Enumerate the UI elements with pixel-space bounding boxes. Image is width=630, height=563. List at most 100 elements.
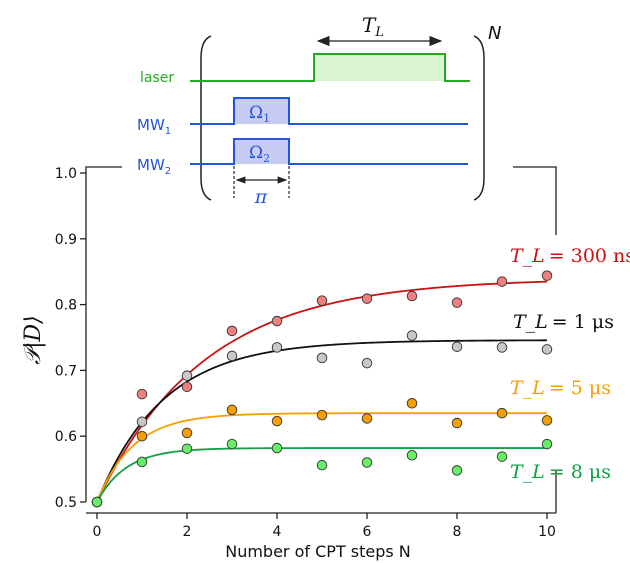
data-point-s1-4 xyxy=(271,342,283,353)
x-tick-label: 10 xyxy=(538,524,556,540)
data-point-s2-7 xyxy=(406,398,418,409)
svg-text:T_L= 8 μs: T_L = 8 μs xyxy=(510,461,611,483)
data-point-s0-9 xyxy=(496,276,508,287)
data-point-s1-5 xyxy=(316,352,328,364)
data-point-s2-1 xyxy=(136,430,148,442)
data-point-s3-4 xyxy=(271,442,283,454)
x-tick-label: 0 xyxy=(93,524,102,540)
svg-text:T_L= 1 μs: T_L = 1 μs xyxy=(513,311,614,333)
data-point-s2-6 xyxy=(361,413,373,424)
series-label-rhs: = 5 μs xyxy=(549,377,611,399)
right-bracket xyxy=(473,35,485,201)
x-ticks: 0 2 4 6 8 10 xyxy=(93,513,556,540)
x-tick-label: 8 xyxy=(453,524,462,540)
svg-text:T_L= 5 μs: T_L = 5 μs xyxy=(510,377,611,399)
data-point-s0-1 xyxy=(136,388,148,400)
y-tick-label: 0.8 xyxy=(55,298,77,314)
y-tick-label: 1.0 xyxy=(55,166,77,182)
laser-line xyxy=(190,53,470,82)
data-point-s2-10 xyxy=(541,415,553,426)
data-point-s2-5 xyxy=(316,409,328,421)
data-point-s3-7 xyxy=(406,450,418,461)
data-point-s2-3 xyxy=(226,404,238,416)
omega1-sub: 1 xyxy=(263,112,270,125)
data-point-s2-2 xyxy=(181,427,193,439)
fit-curve-2 xyxy=(96,412,547,503)
pi-label: π xyxy=(254,186,268,208)
data-point-s3-2 xyxy=(181,443,193,454)
data-point-s0-8 xyxy=(451,297,463,308)
data-point-s3-5 xyxy=(316,459,328,471)
data-point-s1-8 xyxy=(451,341,463,352)
tl-sub: L xyxy=(374,25,384,40)
series-label-5us: T_L = 5 μs xyxy=(510,377,611,399)
data-point-s1-7 xyxy=(406,330,418,341)
data-point-s0-3 xyxy=(226,325,238,337)
data-point-s1-1 xyxy=(136,416,148,427)
omega1-label: Ω1 xyxy=(249,103,270,125)
mw2-label: MW2 xyxy=(137,156,171,177)
omega2-sub: 2 xyxy=(263,152,270,165)
mw1-text: MW xyxy=(137,116,165,134)
omega2-label: Ω2 xyxy=(249,143,270,165)
omega2-text: Ω xyxy=(249,143,263,163)
mw1-sub: 1 xyxy=(165,126,171,137)
data-markers xyxy=(91,270,553,508)
series-label-rhs: = 300 ns xyxy=(549,245,630,267)
frame-top-left xyxy=(85,166,122,173)
laser-pulse-fill xyxy=(314,54,445,81)
data-point-s0-7 xyxy=(406,290,418,302)
series-label-var: T_L xyxy=(510,245,545,267)
data-point-s0-4 xyxy=(271,315,283,327)
mw2-text: MW xyxy=(137,156,165,174)
data-point-s1-6 xyxy=(361,357,373,369)
data-point-s1-9 xyxy=(496,342,508,353)
mw1-pulse-fill xyxy=(234,98,289,124)
pulse-sequence-inset: N TL laser MW1 Ω1 MW2 Ω2 π xyxy=(137,13,501,208)
data-point-s0-10 xyxy=(541,270,553,281)
mw2-sub: 2 xyxy=(165,166,171,177)
series-label-rhs: = 8 μs xyxy=(549,461,611,483)
data-point-s1-3 xyxy=(226,350,238,362)
mw2-pulse-fill xyxy=(234,139,289,164)
fit-curve-3 xyxy=(96,447,547,503)
frame-top-right xyxy=(513,166,557,235)
data-point-s0-5 xyxy=(316,295,328,306)
data-point-s0-2 xyxy=(181,381,193,393)
data-point-s3-6 xyxy=(361,457,373,468)
data-point-s3-1 xyxy=(136,456,148,468)
y-tick-label: 0.9 xyxy=(55,232,77,248)
data-point-s2-9 xyxy=(496,407,508,419)
tl-var: T xyxy=(362,13,377,37)
data-point-s1-10 xyxy=(541,344,553,355)
series-label-var: T_L xyxy=(510,461,545,483)
series-label-1us: T_L = 1 μs xyxy=(513,311,614,333)
x-axis-label: Number of CPT steps N xyxy=(225,542,411,561)
repeat-label-n: N xyxy=(488,23,501,44)
x-tick-label: 4 xyxy=(273,524,282,540)
series-label-var: T_L xyxy=(510,377,545,399)
y-ticks: 0.5 0.6 0.7 0.8 0.9 1.0 xyxy=(55,166,86,511)
y-tick-label: 0.6 xyxy=(55,429,77,445)
data-point-s2-4 xyxy=(271,415,283,427)
omega1-text: Ω xyxy=(249,103,263,123)
x-tick-label: 2 xyxy=(183,524,192,540)
data-point-s3-9 xyxy=(496,451,508,462)
svg-text:T_L= 300 ns: T_L = 300 ns xyxy=(510,245,630,267)
laser-label: laser xyxy=(140,70,174,86)
y-axis-label: 𝒫|D⟩ xyxy=(21,315,46,365)
y-tick-label: 0.5 xyxy=(55,495,77,511)
plot-axes xyxy=(85,166,557,514)
series-label-var: T_L xyxy=(513,311,548,333)
data-point-s3-3 xyxy=(226,438,238,450)
data-point-s3-10 xyxy=(541,438,553,450)
series-label-300ns: T_L = 300 ns xyxy=(510,245,630,267)
mw1-line xyxy=(190,97,468,125)
data-point-s0-6 xyxy=(361,293,373,304)
data-point-s2-8 xyxy=(451,417,463,429)
y-tick-label: 0.7 xyxy=(55,363,77,379)
data-point-s3-8 xyxy=(451,465,463,476)
data-point-s1-2 xyxy=(181,370,193,381)
series-label-rhs: = 1 μs xyxy=(552,311,614,333)
